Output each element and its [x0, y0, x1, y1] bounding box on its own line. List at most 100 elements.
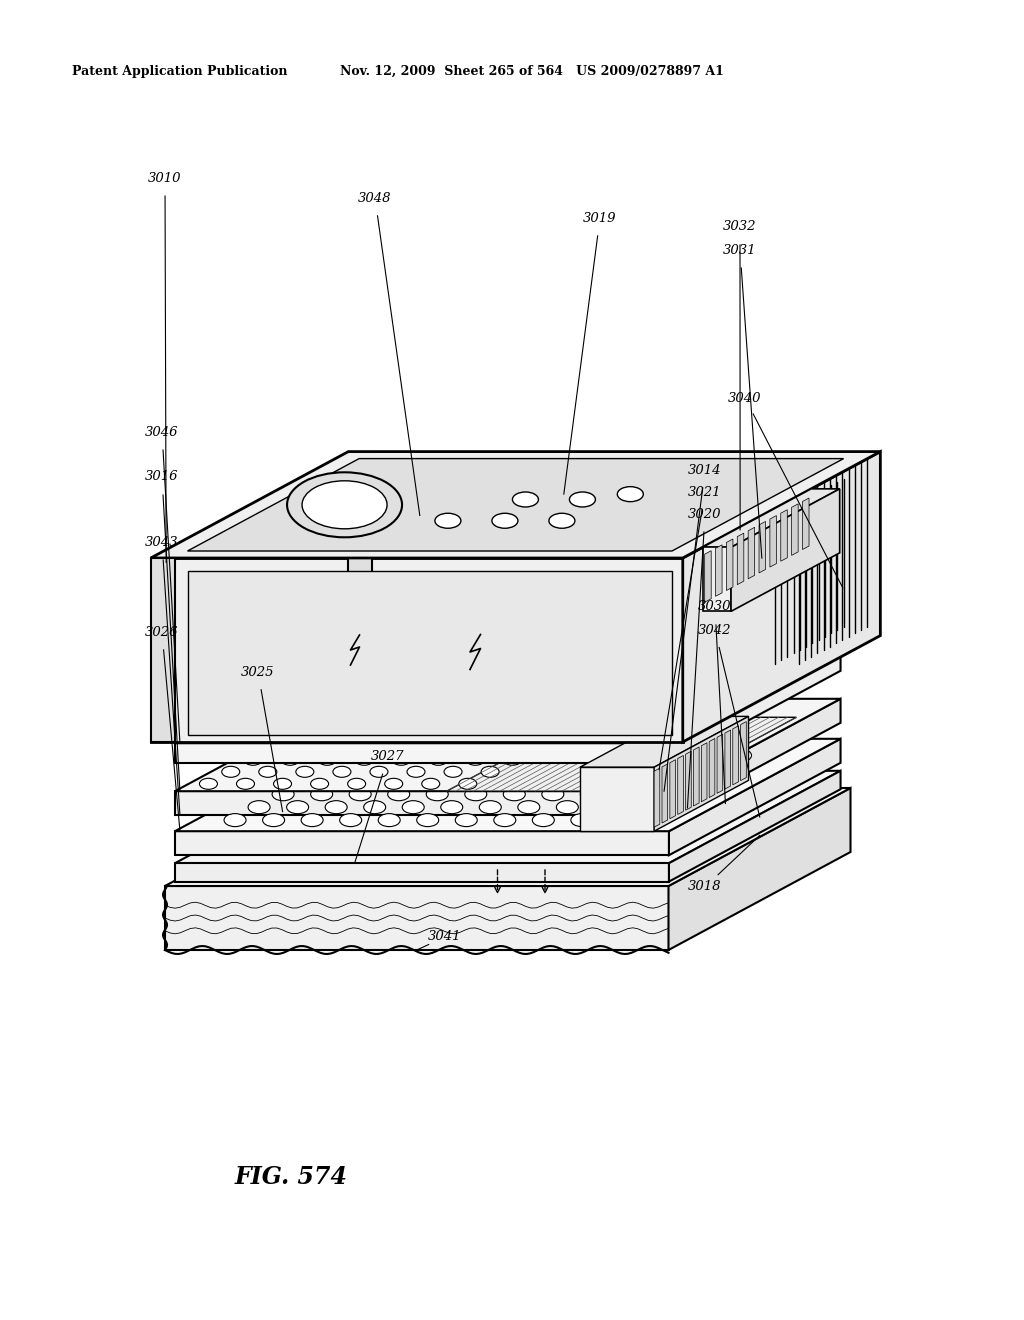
Polygon shape [749, 527, 755, 578]
Polygon shape [175, 698, 841, 791]
Ellipse shape [301, 813, 324, 826]
Ellipse shape [335, 775, 356, 788]
Ellipse shape [426, 788, 449, 801]
Polygon shape [669, 788, 851, 950]
Ellipse shape [224, 813, 246, 826]
Ellipse shape [287, 473, 402, 537]
Polygon shape [669, 698, 841, 816]
Ellipse shape [537, 748, 559, 762]
Ellipse shape [652, 748, 675, 762]
Polygon shape [151, 558, 174, 742]
Ellipse shape [511, 730, 529, 742]
Ellipse shape [456, 813, 477, 826]
Text: FIG. 574: FIG. 574 [234, 1166, 348, 1189]
Ellipse shape [570, 813, 593, 826]
Ellipse shape [378, 813, 400, 826]
Ellipse shape [569, 492, 595, 507]
Ellipse shape [474, 730, 492, 742]
Polygon shape [669, 651, 841, 763]
Ellipse shape [364, 801, 386, 813]
Ellipse shape [310, 788, 333, 801]
Ellipse shape [388, 788, 410, 801]
Ellipse shape [729, 748, 752, 762]
Ellipse shape [460, 748, 481, 762]
Ellipse shape [248, 801, 270, 813]
Ellipse shape [412, 775, 434, 788]
Ellipse shape [392, 754, 411, 766]
Ellipse shape [465, 788, 486, 801]
Ellipse shape [440, 801, 463, 813]
Text: 3026: 3026 [145, 626, 179, 639]
Ellipse shape [347, 779, 366, 789]
Ellipse shape [340, 742, 358, 754]
Ellipse shape [542, 788, 564, 801]
Ellipse shape [617, 487, 643, 502]
Ellipse shape [513, 762, 535, 775]
Polygon shape [175, 743, 669, 763]
Polygon shape [669, 739, 841, 855]
Text: 3020: 3020 [688, 507, 722, 520]
Polygon shape [175, 739, 841, 832]
Polygon shape [725, 730, 730, 789]
Ellipse shape [437, 730, 455, 742]
Ellipse shape [618, 788, 641, 801]
Ellipse shape [385, 779, 402, 789]
Text: 3019: 3019 [584, 211, 616, 224]
Text: 3041: 3041 [428, 931, 462, 944]
Ellipse shape [422, 779, 439, 789]
Polygon shape [678, 755, 683, 814]
Polygon shape [683, 451, 881, 742]
Ellipse shape [504, 788, 525, 801]
Ellipse shape [429, 754, 447, 766]
Polygon shape [710, 738, 715, 797]
Ellipse shape [370, 767, 388, 777]
Ellipse shape [303, 742, 322, 754]
Ellipse shape [549, 513, 574, 528]
Text: 3016: 3016 [145, 470, 179, 483]
Polygon shape [803, 498, 809, 549]
Polygon shape [151, 558, 683, 742]
Polygon shape [446, 717, 797, 791]
Ellipse shape [466, 754, 484, 766]
Polygon shape [175, 832, 669, 855]
Text: 3010: 3010 [148, 172, 181, 185]
Ellipse shape [459, 718, 477, 729]
Ellipse shape [422, 718, 440, 729]
Ellipse shape [643, 775, 665, 788]
Ellipse shape [358, 762, 381, 775]
Text: Patent Application Publication: Patent Application Publication [72, 65, 288, 78]
Ellipse shape [349, 788, 371, 801]
Ellipse shape [481, 706, 500, 717]
Ellipse shape [302, 480, 387, 529]
Ellipse shape [311, 718, 329, 729]
Polygon shape [580, 717, 749, 767]
Text: 3040: 3040 [728, 392, 762, 404]
Polygon shape [151, 451, 881, 558]
Ellipse shape [556, 706, 573, 717]
Ellipse shape [408, 706, 425, 717]
Ellipse shape [417, 813, 438, 826]
Ellipse shape [548, 730, 566, 742]
Ellipse shape [499, 748, 520, 762]
Polygon shape [654, 717, 749, 832]
Polygon shape [175, 771, 841, 863]
Ellipse shape [609, 813, 632, 826]
Ellipse shape [397, 762, 419, 775]
Ellipse shape [570, 718, 589, 729]
Polygon shape [165, 886, 669, 950]
Ellipse shape [634, 801, 655, 813]
Ellipse shape [667, 762, 689, 775]
Polygon shape [662, 764, 668, 822]
Ellipse shape [402, 801, 424, 813]
Polygon shape [175, 791, 669, 816]
Ellipse shape [497, 718, 514, 729]
Ellipse shape [378, 742, 395, 754]
Text: 3043: 3043 [145, 536, 179, 549]
Ellipse shape [310, 779, 329, 789]
Text: 3018: 3018 [688, 880, 722, 894]
Ellipse shape [657, 788, 680, 801]
Ellipse shape [512, 492, 539, 507]
Ellipse shape [415, 742, 432, 754]
Ellipse shape [492, 513, 518, 528]
Ellipse shape [706, 762, 727, 775]
